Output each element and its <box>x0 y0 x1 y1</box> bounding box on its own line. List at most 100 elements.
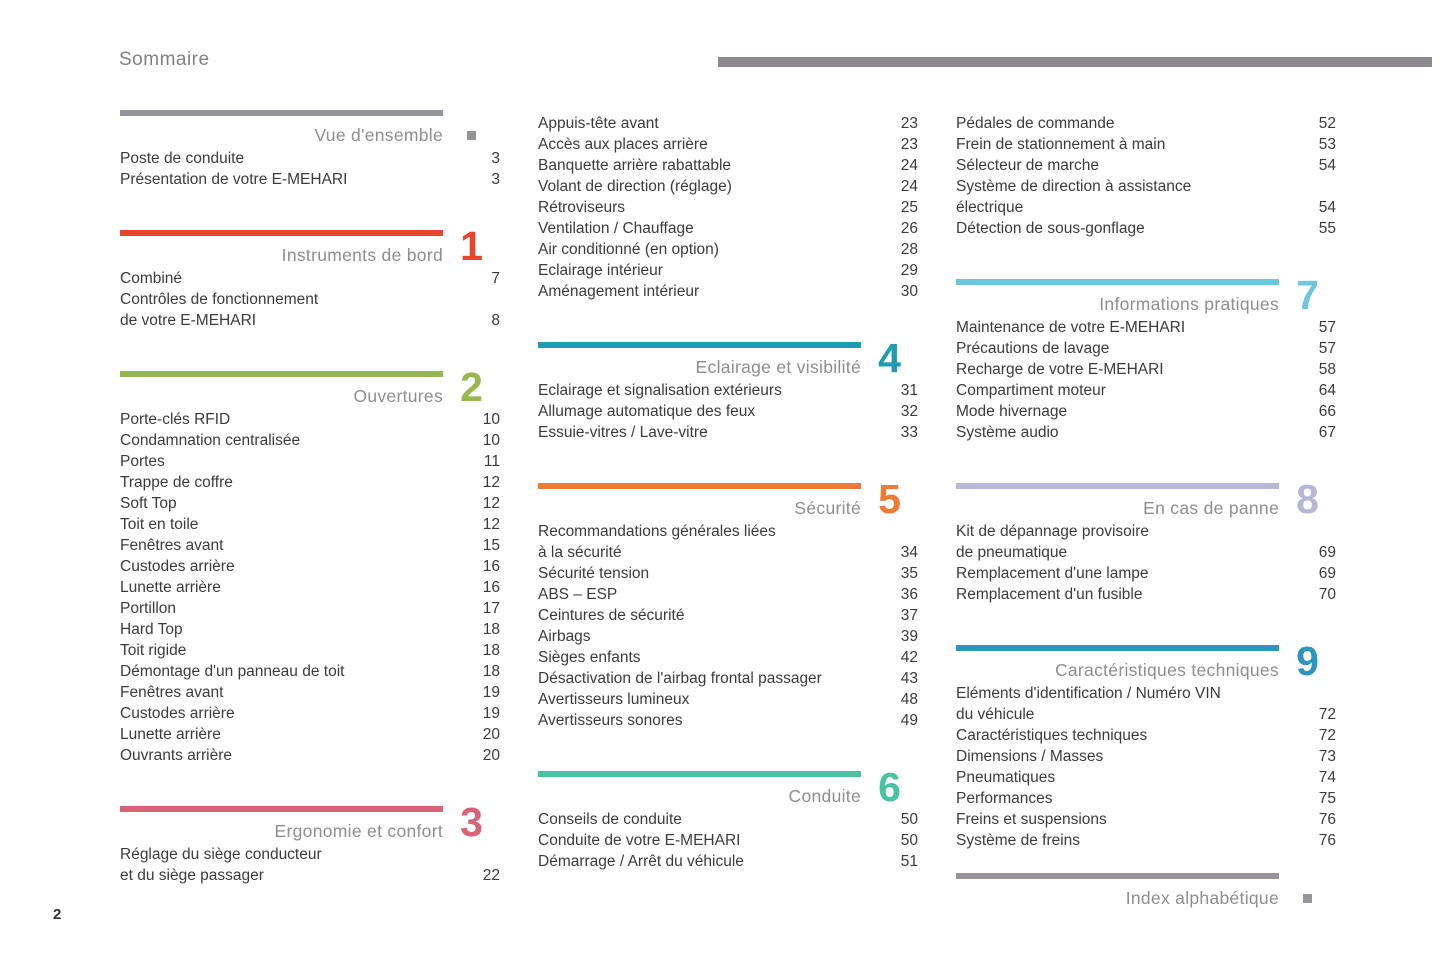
entry-label: Banquette arrière rabattable <box>538 157 732 174</box>
entry-page: 19 <box>482 705 500 722</box>
entry-row: Soft Top 12 <box>120 493 500 514</box>
entry-label: Dimensions / Masses <box>956 748 1104 765</box>
entry-row: Précautions de lavage 57 <box>956 338 1336 359</box>
toc-entry: Ceintures de sécurité 37 <box>538 605 918 626</box>
toc-section: Sécurité 5 Recommandations générales liées… <box>538 478 918 731</box>
entry-row: Poste de conduite 3 <box>120 148 500 169</box>
entry-row: de votre E-MEHARI 8 <box>120 310 500 331</box>
entry-page: 30 <box>900 283 918 300</box>
entry-row: Accès aux places arrière 23 <box>538 134 918 155</box>
toc-section: Appuis-tête avant 23 Accès aux places arri… <box>538 113 918 302</box>
entry-row: Mode hivernage 66 <box>956 401 1336 422</box>
entry-page: 26 <box>900 220 918 237</box>
toc-entry: Custodes arrière 16 <box>120 556 500 577</box>
section-title-row: Ergonomie et confort <box>120 822 443 841</box>
entry-label: Avertisseurs sonores <box>538 712 683 729</box>
toc-entry: ABS – ESP 36 <box>538 584 918 605</box>
chapter-number: 6 <box>878 764 901 810</box>
entry-label: Essuie-vitres / Lave-vitre <box>538 424 708 441</box>
entry-page: 28 <box>900 241 918 258</box>
toc-entry: Système de freins 76 <box>956 830 1336 851</box>
section-entries: Recommandations générales liées à la sécu… <box>538 521 918 731</box>
toc-entry: Pneumatiques 74 <box>956 767 1336 788</box>
toc-entry: Performances 75 <box>956 788 1336 809</box>
toc-entry: Eclairage et signalisation extérieurs 31 <box>538 380 918 401</box>
toc-entry: Avertisseurs lumineux 48 <box>538 689 918 710</box>
toc-entry: Sièges enfants 42 <box>538 647 918 668</box>
entry-row: Frein de stationnement à main 53 <box>956 134 1336 155</box>
entry-page: 10 <box>482 411 500 428</box>
entry-page: 17 <box>482 600 500 617</box>
toc-entry: Banquette arrière rabattable 24 <box>538 155 918 176</box>
entry-page: 57 <box>1318 340 1336 357</box>
page-title: Sommaire <box>119 49 210 70</box>
entry-page: 39 <box>900 628 918 645</box>
entry-page: 12 <box>482 474 500 491</box>
entry-row: Présentation de votre E-MEHARI 3 <box>120 169 500 190</box>
entry-label: Pédales de commande <box>956 115 1115 132</box>
entry-label: Eléments d'identification / Numéro VIN <box>956 685 1221 702</box>
entry-label: Ouvrants arrière <box>120 747 232 764</box>
toc-column: Vue d'ensemble Poste de conduite 3 Présenta… <box>120 110 500 886</box>
page-number: 2 <box>53 906 62 923</box>
section-entries: Maintenance de votre E-MEHARI 57 Précautio… <box>956 317 1336 443</box>
entry-label: Désactivation de l'airbag frontal passag… <box>538 670 822 687</box>
entry-row: ABS – ESP 36 <box>538 584 918 605</box>
toc-entry: Accès aux places arrière 23 <box>538 134 918 155</box>
entry-label: électrique <box>956 199 1024 216</box>
entry-row: Aménagement intérieur 30 <box>538 281 918 302</box>
entry-page: 57 <box>1318 319 1336 336</box>
section-title: Ergonomie et confort <box>274 821 443 841</box>
entry-page: 18 <box>482 642 500 659</box>
toc-entry: Sécurité tension 35 <box>538 563 918 584</box>
entry-label: Ventilation / Chauffage <box>538 220 694 237</box>
entry-row: Remplacement d'un fusible 70 <box>956 584 1336 605</box>
entry-page: 24 <box>900 157 918 174</box>
section-entries: Porte-clés RFID 10 Condamnation centralisé… <box>120 409 500 766</box>
entry-page: 20 <box>482 726 500 743</box>
toc-section: Ouvertures 2 Porte-clés RFID 10 Condamnation… <box>120 366 500 766</box>
section-title: Sécurité <box>794 498 861 518</box>
entry-label: Volant de direction (réglage) <box>538 178 732 195</box>
toc-entry: Détection de sous-gonflage 55 <box>956 218 1336 239</box>
entry-row: Ventilation / Chauffage 26 <box>538 218 918 239</box>
entry-page: 24 <box>900 178 918 195</box>
entry-label: Freins et suspensions <box>956 811 1107 828</box>
entry-page: 35 <box>900 565 918 582</box>
toc-entry: Sélecteur de marche 54 <box>956 155 1336 176</box>
entry-page: 31 <box>900 382 918 399</box>
chapter-number: 3 <box>460 799 483 845</box>
entry-page: 66 <box>1318 403 1336 420</box>
section-title-row: Sécurité <box>538 499 861 518</box>
section-bar <box>956 483 1279 489</box>
toc-entry: Présentation de votre E-MEHARI 3 <box>120 169 500 190</box>
toc-columns: Vue d'ensemble Poste de conduite 3 Présenta… <box>120 110 1336 908</box>
entry-label: Custodes arrière <box>120 558 235 575</box>
entry-label: Airbags <box>538 628 591 645</box>
section-title-row: Ouvertures <box>120 387 443 406</box>
toc-entry: Frein de stationnement à main 53 <box>956 134 1336 155</box>
entry-page: 16 <box>482 579 500 596</box>
entry-page: 54 <box>1318 199 1336 216</box>
entry-row: Essuie-vitres / Lave-vitre 33 <box>538 422 918 443</box>
section-bar <box>120 371 443 377</box>
entry-page: 73 <box>1318 748 1336 765</box>
section-title-row: Vue d'ensemble <box>120 126 443 145</box>
entry-label: Toit en toile <box>120 516 199 533</box>
entry-page: 55 <box>1318 220 1336 237</box>
entry-page: 8 <box>491 312 500 329</box>
toc-entry: Eclairage intérieur 29 <box>538 260 918 281</box>
entry-row: Airbags 39 <box>538 626 918 647</box>
entry-label: Conseils de conduite <box>538 811 682 828</box>
entry-row: Pneumatiques 74 <box>956 767 1336 788</box>
entry-label: Système audio <box>956 424 1059 441</box>
entry-row: Système de freins 76 <box>956 830 1336 851</box>
entry-row: et du siège passager 22 <box>120 865 500 886</box>
entry-row: Maintenance de votre E-MEHARI 57 <box>956 317 1336 338</box>
section-title: Conduite <box>788 786 861 806</box>
toc-entry: Démarrage / Arrêt du véhicule 51 <box>538 851 918 872</box>
toc-entry: Combiné 7 <box>120 268 500 289</box>
toc-entry: Maintenance de votre E-MEHARI 57 <box>956 317 1336 338</box>
toc-entry: Démontage d'un panneau de toit 18 <box>120 661 500 682</box>
section-title-row: Informations pratiques <box>956 295 1279 314</box>
